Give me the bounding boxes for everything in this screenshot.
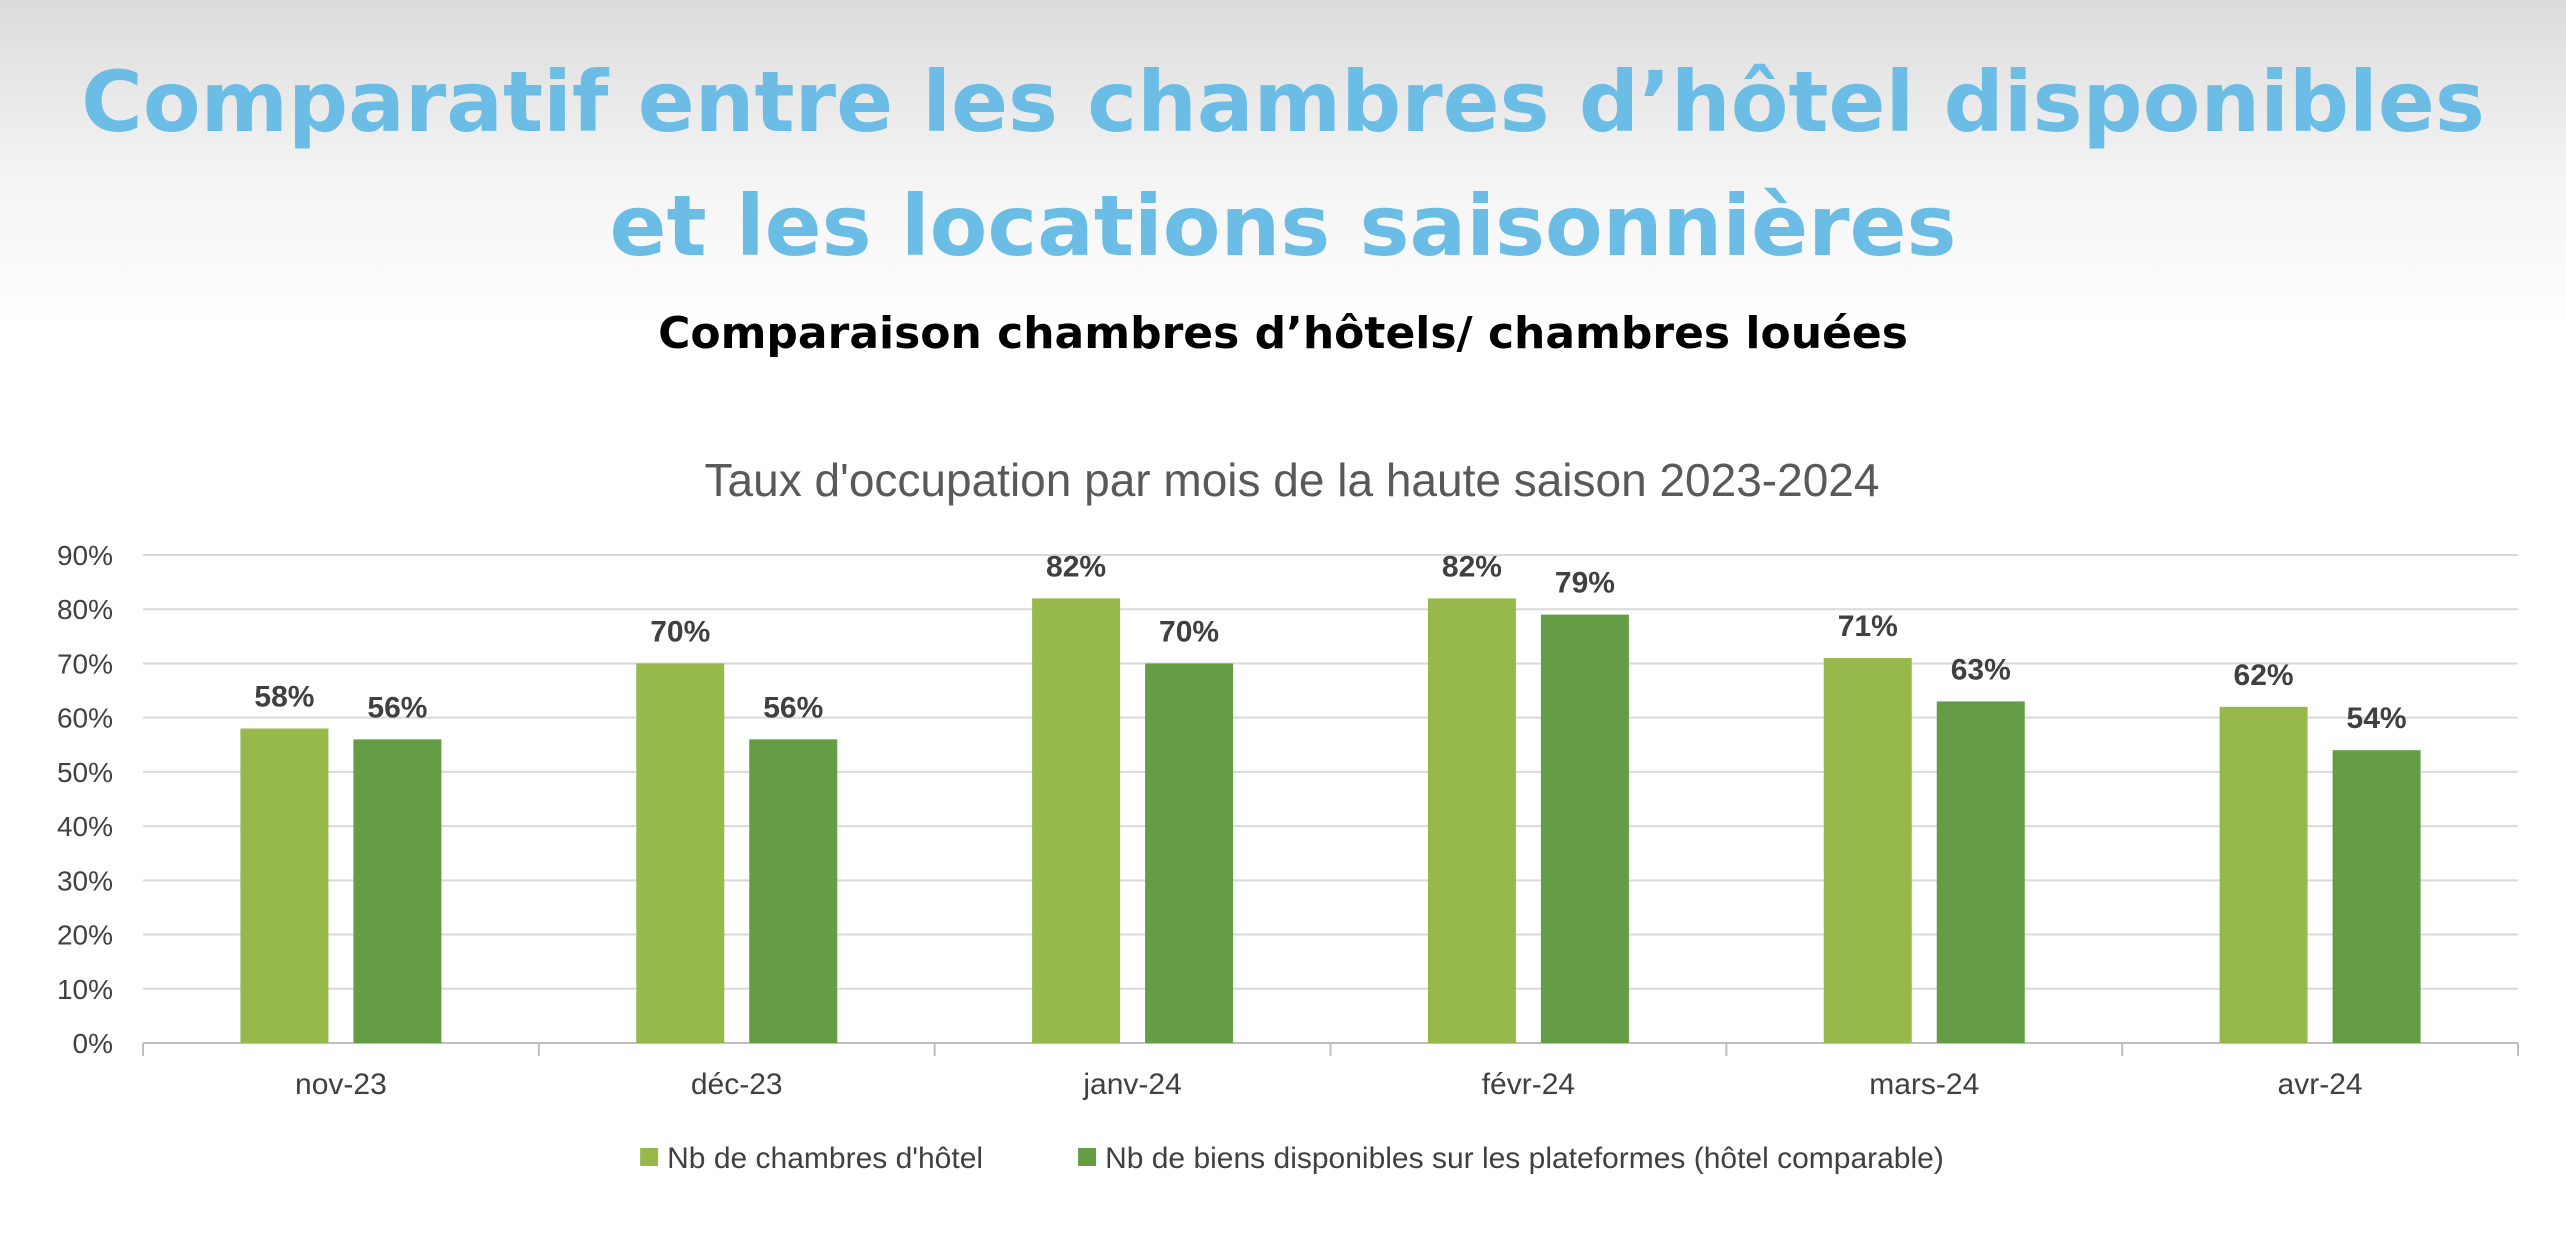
legend-label: Nb de chambres d'hôtel [667, 1142, 983, 1175]
y-tick-label: 50% [57, 757, 113, 788]
bar [1823, 658, 1912, 1043]
y-tick-label: 40% [57, 811, 113, 842]
y-tick-label: 10% [57, 974, 113, 1005]
data-label: 70% [1159, 615, 1219, 648]
bar [2332, 750, 2421, 1043]
data-label: 82% [1442, 550, 1502, 583]
page-title: Comparatif entre les chambres d’hôtel di… [0, 40, 2566, 288]
bar [1145, 663, 1234, 1043]
data-label: 56% [763, 691, 823, 724]
data-label: 62% [2234, 659, 2294, 692]
legend-label: Nb de biens disponibles sur les platefor… [1105, 1142, 1944, 1175]
chart-bars [240, 598, 2421, 1043]
x-category-label: mars-24 [1869, 1068, 1979, 1101]
bar [749, 739, 838, 1043]
data-label: 79% [1555, 567, 1615, 600]
y-tick-label: 90% [57, 540, 113, 571]
y-tick-label: 20% [57, 920, 113, 951]
y-tick-label: 70% [57, 648, 113, 679]
chart-title: Taux d'occupation par mois de la haute s… [705, 454, 1880, 506]
data-label: 56% [367, 691, 427, 724]
x-category-label: févr-24 [1482, 1068, 1575, 1101]
page-subtitle: Comparaison chambres d’hôtels/ chambres … [658, 308, 1908, 359]
chart-legend: Nb de chambres d'hôtel Nb de biens dispon… [640, 1142, 1944, 1175]
x-category-label: avr-24 [2278, 1068, 2363, 1101]
page-title-line2: et les locations saisonnières [609, 177, 1957, 275]
bar [240, 728, 329, 1043]
data-label: 63% [1951, 653, 2011, 686]
chart-x-axis: nov-23 déc-23 janv-24 févr-24 mars-24 avr-24 [142, 1043, 2519, 1101]
chart-gridlines [143, 554, 2518, 1044]
data-label: 82% [1046, 550, 1106, 583]
y-tick-label: 60% [57, 703, 113, 734]
page-title-line1: Comparatif entre les chambres d’hôtel di… [81, 53, 2485, 151]
legend-item: Nb de biens disponibles sur les platefor… [1078, 1142, 1944, 1175]
bar [1540, 614, 1629, 1043]
bar [1032, 598, 1121, 1043]
y-tick-label: 0% [73, 1028, 113, 1059]
y-tick-label: 80% [57, 594, 113, 625]
x-category-label: déc-23 [691, 1068, 783, 1101]
data-label: 54% [2347, 702, 2407, 735]
data-label: 58% [254, 681, 314, 714]
bar [353, 739, 442, 1043]
data-label: 70% [650, 615, 710, 648]
bar [2219, 706, 2308, 1043]
legend-swatch [640, 1148, 659, 1166]
x-category-label: nov-23 [295, 1068, 387, 1101]
bar [1936, 701, 2025, 1043]
legend-swatch [1078, 1148, 1097, 1166]
data-label: 71% [1838, 610, 1898, 643]
legend-item: Nb de chambres d'hôtel [640, 1142, 983, 1175]
x-category-label: janv-24 [1082, 1068, 1181, 1101]
chart-data-labels: 58% 56% 70% 56% 82% 70% 82% 79% 71% 63% 62% 54% [254, 550, 2406, 735]
chart-y-axis: 0% 10% 20% 30% 40% 50% 60% 70% 80% 90% [57, 540, 113, 1059]
bar [636, 663, 725, 1043]
bar [1427, 598, 1516, 1043]
y-tick-label: 30% [57, 865, 113, 896]
